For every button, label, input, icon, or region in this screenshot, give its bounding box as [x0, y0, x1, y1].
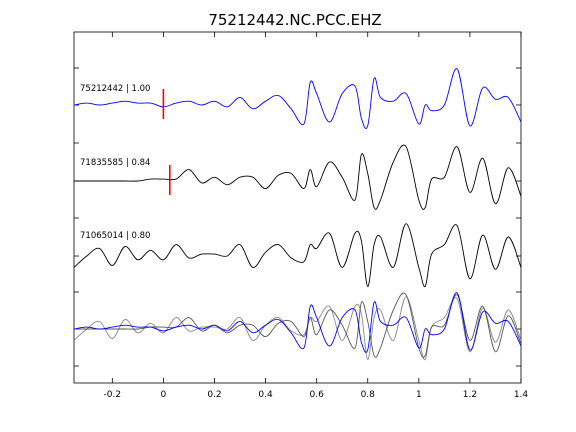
- trace-line: [73, 223, 522, 288]
- x-tick-label: 0.2: [207, 390, 221, 400]
- chart-title: 75212442.NC.PCC.EHZ: [208, 11, 381, 29]
- overlay-trace-line: [73, 292, 522, 353]
- x-tick-label: 1.2: [463, 390, 477, 400]
- x-tick-label: 1.4: [514, 390, 529, 400]
- x-tick-label: 0.8: [361, 390, 376, 400]
- x-tick-label: -0.2: [104, 390, 122, 400]
- traces: [73, 68, 522, 361]
- x-tick-label: 0.4: [258, 390, 273, 400]
- plot-area: [73, 31, 522, 384]
- x-tick-label: 0.6: [309, 390, 324, 400]
- overlay-trace-line: [73, 296, 522, 361]
- trace-line: [73, 144, 522, 210]
- x-tick-label: 1: [416, 390, 422, 400]
- trace-labels: 75212442 | 1.00 71835585 | 0.84 71065014…: [80, 84, 150, 241]
- trace-label: 71065014 | 0.80: [80, 231, 150, 241]
- overlay-trace-line: [74, 292, 522, 358]
- trace-line: [73, 68, 522, 129]
- y-axis-ticks: [74, 67, 521, 367]
- trace-label: 71835585 | 0.84: [80, 158, 150, 168]
- trace-label: 75212442 | 1.00: [80, 84, 150, 94]
- x-axis: -0.2 0 0.2 0.4 0.6 0.8 1 1.2 1.4: [104, 32, 529, 400]
- x-tick-label: 0: [161, 390, 167, 400]
